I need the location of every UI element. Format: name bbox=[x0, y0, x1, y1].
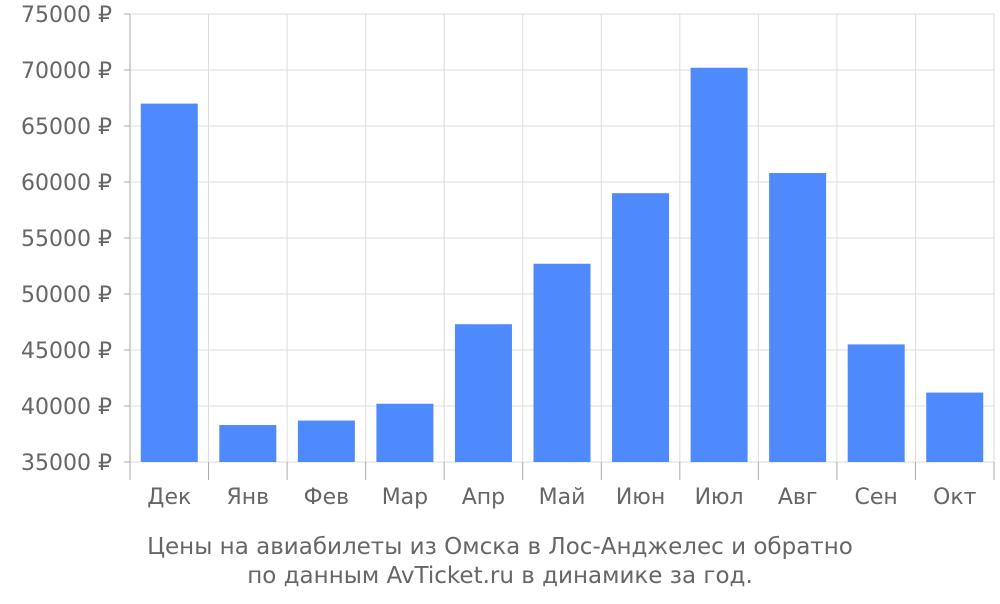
y-tick-label: 75000 ₽ bbox=[21, 3, 112, 28]
x-tick-label: Май bbox=[539, 485, 586, 510]
y-tick-label: 45000 ₽ bbox=[21, 339, 112, 364]
bar-Окт bbox=[926, 392, 984, 462]
bar-Июн bbox=[612, 193, 670, 462]
labels-layer: 35000 ₽ 40000 ₽ 45000 ₽ 50000 ₽ 55000 ₽ 60000… bbox=[21, 3, 977, 510]
x-tick-label: Сен bbox=[855, 485, 898, 510]
chart-caption-line-2: по данным AvTicket.ru в динамике за год. bbox=[247, 563, 753, 589]
bar-Июл bbox=[690, 67, 748, 462]
x-tick-label: Фев bbox=[304, 485, 349, 510]
bar-Янв bbox=[219, 425, 277, 462]
x-tick-label: Янв bbox=[226, 485, 269, 510]
y-tick-label: 60000 ₽ bbox=[21, 171, 112, 196]
x-tick-label: Июн bbox=[616, 485, 665, 510]
y-tick-label: 55000 ₽ bbox=[21, 227, 112, 252]
y-tick-label: 65000 ₽ bbox=[21, 115, 112, 140]
bar-Авг bbox=[769, 173, 827, 463]
x-tick-label: Дек bbox=[147, 485, 191, 510]
chart-caption-line-1: Цены на авиабилеты из Омска в Лос-Анджел… bbox=[147, 534, 853, 560]
y-tick-label: 70000 ₽ bbox=[21, 59, 112, 84]
bar-Фев bbox=[297, 420, 355, 462]
bar-Мар bbox=[376, 403, 434, 462]
bar-Апр bbox=[454, 324, 512, 462]
y-tick-label: 35000 ₽ bbox=[21, 451, 112, 476]
x-tick-label: Апр bbox=[462, 485, 505, 510]
x-tick-label: Авг bbox=[778, 485, 818, 510]
y-tick-label: 40000 ₽ bbox=[21, 395, 112, 420]
bars-layer bbox=[140, 67, 984, 463]
x-tick-label: Мар bbox=[382, 485, 428, 510]
x-tick-label: Июл bbox=[695, 485, 744, 510]
bar-Дек bbox=[140, 103, 198, 462]
grid-layer bbox=[130, 13, 995, 463]
axis-layer bbox=[124, 13, 995, 480]
y-tick-label: 50000 ₽ bbox=[21, 283, 112, 308]
x-tick-label: Окт bbox=[933, 485, 977, 510]
bar-Май bbox=[533, 263, 591, 462]
bar-Сен bbox=[847, 344, 905, 462]
